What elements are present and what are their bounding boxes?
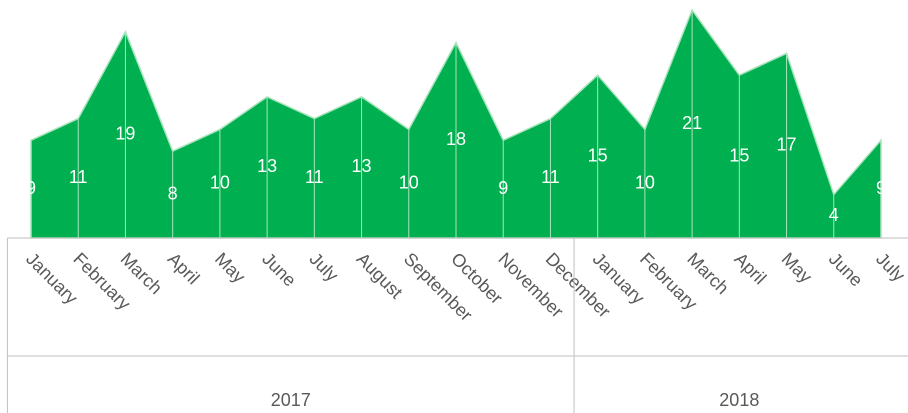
data-label: 15 [588,145,608,165]
x-tick-label: May [211,249,249,287]
group-label: 2018 [719,390,759,410]
x-tick-label: July [872,249,908,286]
data-label: 21 [682,113,702,133]
data-label: 9 [26,178,36,198]
x-tick-label: June [825,249,867,291]
x-tick-label: July [306,249,343,286]
x-tick-label: April [731,249,771,289]
x-tick-label: May [778,249,816,287]
data-label: 8 [168,183,178,203]
data-label: 19 [115,124,135,144]
data-label: 9 [498,178,508,198]
x-tick-label: August [353,249,407,303]
x-tick-label: June [258,249,300,291]
data-label: 11 [541,167,560,187]
data-label: 18 [446,129,466,149]
x-tick-label: January [22,249,81,308]
data-label: 10 [635,172,655,192]
data-label: 4 [829,205,839,225]
data-label: 10 [210,172,230,192]
x-tick-label: April [164,249,204,289]
data-label: 11 [69,167,88,187]
data-label: 11 [305,167,324,187]
data-label: 15 [729,145,749,165]
data-label: 9 [876,178,886,198]
data-label: 13 [352,156,372,176]
group-label: 2017 [271,390,311,410]
data-label: 10 [399,172,419,192]
data-label: 17 [777,134,797,154]
data-label: 13 [257,156,277,176]
